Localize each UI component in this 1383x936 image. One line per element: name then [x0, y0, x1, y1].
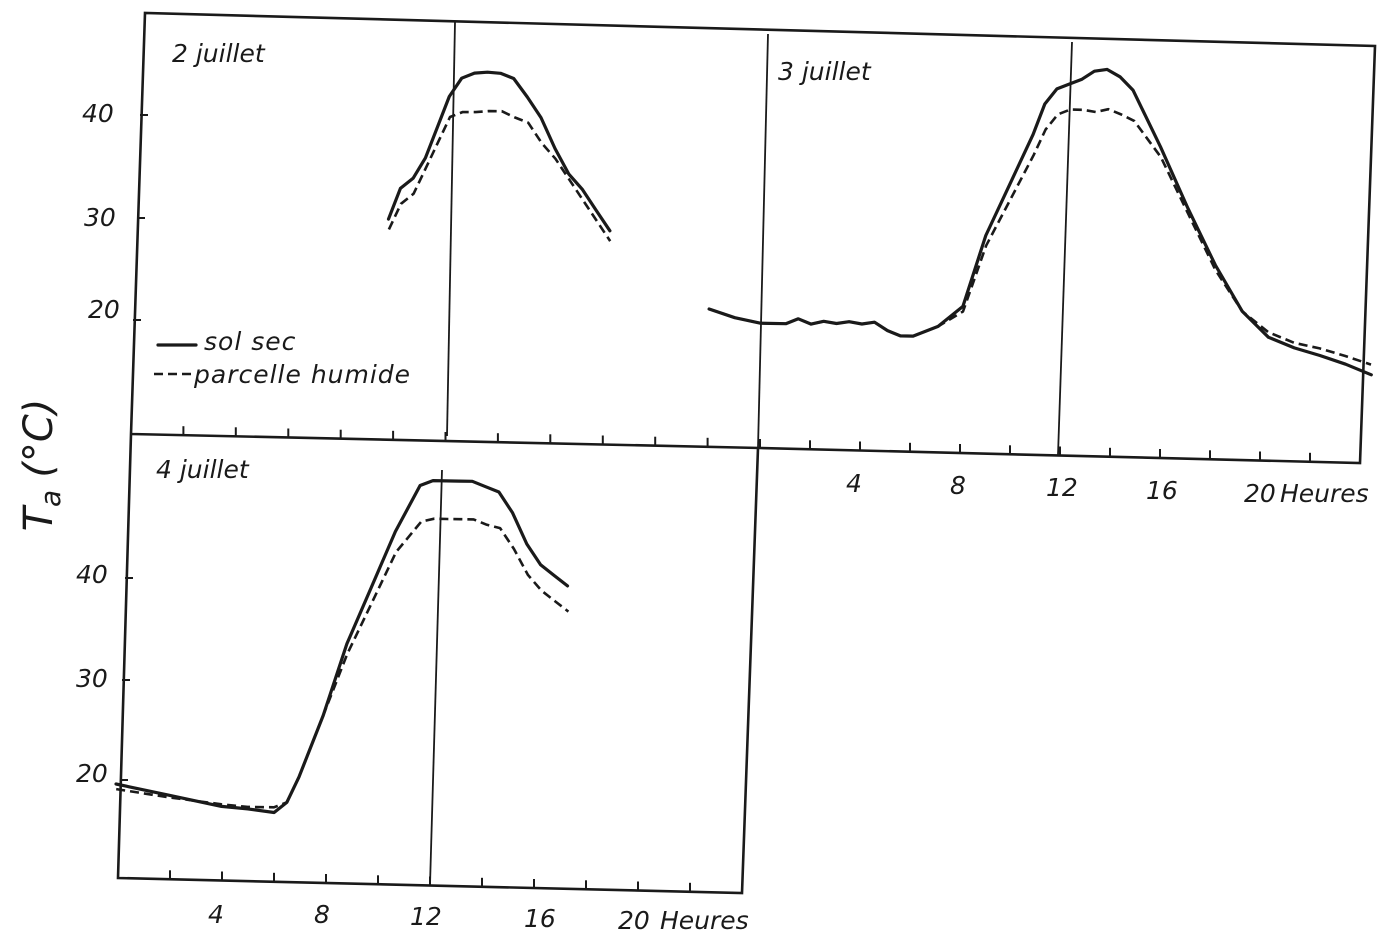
xtick-label-16-3juillet: 16 — [1146, 476, 1178, 505]
noon-line-4juillet — [429, 469, 443, 886]
xtick-label-12-4juillet: 12 — [410, 902, 442, 931]
xtick-label-16-4juillet: 16 — [524, 904, 556, 933]
ytick-label-20-upper: 20 — [88, 295, 120, 324]
xtick-label-12-3juillet: 12 — [1046, 473, 1078, 502]
panel-title-2juillet: 2 juillet — [172, 39, 266, 68]
xlabel-3juillet: Heures — [1280, 479, 1369, 508]
series-solid-panel-3 — [114, 479, 570, 815]
panel-title-4juillet: 4 juillet — [156, 455, 250, 484]
noon-line-2juillet — [446, 21, 456, 437]
ytick-label-30-lower: 30 — [76, 664, 108, 693]
ytick-label-30-upper: 30 — [84, 203, 116, 232]
panel-title-3juillet: 3 juillet — [778, 57, 872, 86]
legend-label-parcelle-humide: parcelle humide — [193, 360, 411, 389]
series-dashed-panel-2 — [708, 107, 1372, 366]
legend-label-sol-sec: sol sec — [204, 327, 296, 356]
upper-frame — [129, 11, 1377, 465]
panel-divider — [757, 33, 769, 449]
noon-line-3juillet — [1057, 41, 1073, 456]
legend: sol sec parcelle humide — [154, 327, 411, 389]
y-axis-label-unit: (°C) — [16, 399, 62, 478]
series-solid-panel-1 — [386, 70, 612, 233]
y-axis-label: Ta (°C) — [16, 399, 67, 532]
lower-frame — [116, 433, 760, 895]
yticks-4juillet — [120, 577, 133, 781]
series-solid-panel-2 — [707, 67, 1373, 377]
xtick-label-20-4juillet: 20 — [618, 906, 650, 935]
ytick-label-40-upper: 40 — [82, 99, 114, 128]
xtick-label-20-3juillet: 20 — [1244, 479, 1276, 508]
hour-ticks-3juillet — [809, 440, 1361, 463]
ytick-label-40-lower: 40 — [76, 560, 108, 589]
series-dashed-panel-3 — [115, 517, 570, 809]
y-axis-label-subscript: a — [34, 490, 67, 507]
y-axis-label-symbol: T — [16, 503, 62, 531]
xtick-label-8-4juillet: 8 — [314, 900, 330, 929]
xtick-label-8-3juillet: 8 — [950, 471, 966, 500]
hour-ticks-4juillet — [169, 870, 743, 893]
series-layer — [114, 67, 1373, 815]
series-dashed-panel-1 — [387, 109, 612, 242]
ytick-label-20-lower: 20 — [76, 759, 108, 788]
hour-ticks-upper — [182, 426, 761, 448]
yticks-2juillet — [133, 114, 148, 321]
xtick-label-4-4juillet: 4 — [208, 900, 224, 929]
xlabel-4juillet: Heures — [660, 906, 749, 935]
xtick-label-4-3juillet: 4 — [846, 469, 862, 498]
